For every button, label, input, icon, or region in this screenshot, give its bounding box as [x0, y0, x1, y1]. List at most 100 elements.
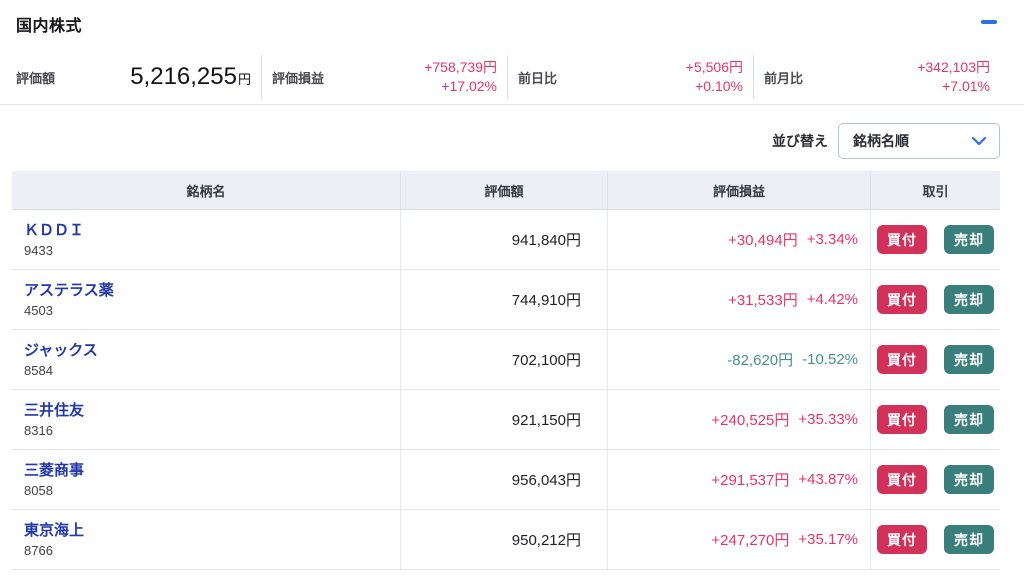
valuation-cell: 950,212円 — [400, 510, 607, 569]
total-gain-label: 評価損益 — [272, 70, 325, 86]
col-header-name: 銘柄名 — [186, 183, 226, 199]
stock-code: 4503 — [24, 302, 53, 318]
valuation-cell: 956,043円 — [400, 450, 607, 509]
gain-cell: -82,620円 -10.52% — [607, 330, 870, 389]
gain-cell: +247,270円 +35.17% — [607, 510, 870, 569]
month-change-amount: +342,103円 — [917, 59, 990, 75]
col-header-valuation: 評価額 — [400, 171, 607, 209]
buy-button[interactable]: 買付 — [877, 285, 927, 314]
gain-percent: -10.52% — [802, 351, 858, 368]
gain-percent: +35.17% — [798, 531, 858, 548]
sort-selected-option: 銘柄名順 — [853, 133, 909, 149]
stock-name-link[interactable]: 三菱商事 — [24, 461, 85, 479]
table-row: アステラス薬 4503 744,910円 +31,533円 +4.42% 買付 … — [12, 270, 1000, 330]
gain-cell: +31,533円 +4.42% — [607, 270, 870, 329]
table-row: 三菱商事 8058 956,043円 +291,537円 +43.87% 買付 … — [12, 450, 1000, 510]
total-gain-values: +758,739円 +17.02% — [424, 58, 497, 96]
sell-button[interactable]: 売却 — [944, 465, 994, 494]
stock-code: 8584 — [24, 362, 53, 378]
trade-cell: 買付 売却 — [870, 390, 1000, 449]
name-cell: ジャックス 8584 — [12, 330, 400, 389]
month-change-label: 前月比 — [764, 70, 804, 86]
sell-button[interactable]: 売却 — [944, 285, 994, 314]
summary-month-change: 前月比 +342,103円 +7.01% — [754, 55, 1000, 99]
name-cell: 三菱商事 8058 — [12, 450, 400, 509]
table-row: 三井住友 8316 921,150円 +240,525円 +35.33% 買付 … — [12, 390, 1000, 450]
stock-name-link[interactable]: ジャックス — [24, 341, 98, 359]
table-row: ジャックス 8584 702,100円 -82,620円 -10.52% 買付 … — [12, 330, 1000, 390]
summary-day-change: 前日比 +5,506円 +0.10% — [508, 55, 754, 99]
stock-code: 8316 — [24, 422, 53, 438]
trade-cell: 買付 売却 — [870, 270, 1000, 329]
collapse-section-button[interactable] — [977, 12, 1001, 32]
gain-percent: +3.34% — [806, 231, 858, 248]
sort-select[interactable]: 銘柄名順 — [838, 123, 1000, 159]
gain-percent: +4.42% — [806, 291, 858, 308]
stock-code: 9433 — [24, 242, 53, 258]
gain-amount: +247,270円 — [711, 532, 790, 549]
gain-amount: +31,533円 — [728, 292, 798, 309]
chevron-down-icon — [971, 136, 987, 146]
gain-percent: +43.87% — [798, 471, 858, 488]
day-change-percent: +0.10% — [695, 78, 743, 94]
name-cell: アステラス薬 4503 — [12, 270, 400, 329]
total-gain-percent: +17.02% — [441, 78, 497, 94]
minus-icon — [981, 20, 997, 24]
sell-button[interactable]: 売却 — [944, 345, 994, 374]
total-gain-amount: +758,739円 — [424, 59, 497, 75]
buy-button[interactable]: 買付 — [877, 345, 927, 374]
sort-row: 並び替え 銘柄名順 — [772, 122, 1000, 160]
yen-unit: 円 — [237, 72, 251, 87]
stock-name-link[interactable]: 東京海上 — [24, 521, 85, 539]
month-change-values: +342,103円 +7.01% — [917, 58, 990, 96]
table-row: 東京海上 8766 950,212円 +247,270円 +35.17% 買付 … — [12, 510, 1000, 570]
buy-button[interactable]: 買付 — [877, 225, 927, 254]
gain-amount: +240,525円 — [711, 412, 790, 429]
valuation-amount: 5,216,255円 — [130, 63, 251, 90]
month-change-percent: +7.01% — [942, 78, 990, 94]
summary-valuation: 評価額 5,216,255円 — [16, 55, 262, 99]
stock-code: 8766 — [24, 542, 53, 558]
valuation-cell: 744,910円 — [400, 270, 607, 329]
day-change-amount: +5,506円 — [685, 59, 743, 75]
trade-cell: 買付 売却 — [870, 330, 1000, 389]
sort-label: 並び替え — [772, 133, 828, 149]
holdings-table: 銘柄名 評価額 評価損益 取引 ＫＤＤＩ 9433 941,840円 +30,4… — [12, 171, 1000, 570]
col-header-trade: 取引 — [870, 171, 1000, 209]
gain-percent: +35.33% — [798, 411, 858, 428]
gain-amount: +30,494円 — [728, 232, 798, 249]
table-row: ＫＤＤＩ 9433 941,840円 +30,494円 +3.34% 買付 売却 — [12, 210, 1000, 270]
stock-name-link[interactable]: ＫＤＤＩ — [24, 221, 85, 239]
stock-code: 8058 — [24, 482, 53, 498]
portfolio-summary: 評価額 5,216,255円 評価損益 +758,739円 +17.02% 前日… — [0, 50, 1024, 105]
summary-total-gain: 評価損益 +758,739円 +17.02% — [262, 55, 508, 99]
sell-button[interactable]: 売却 — [944, 225, 994, 254]
col-header-gain: 評価損益 — [607, 171, 870, 209]
valuation-cell: 921,150円 — [400, 390, 607, 449]
trade-cell: 買付 売却 — [870, 210, 1000, 269]
trade-cell: 買付 売却 — [870, 510, 1000, 569]
day-change-values: +5,506円 +0.10% — [686, 58, 743, 96]
buy-button[interactable]: 買付 — [877, 525, 927, 554]
trade-cell: 買付 売却 — [870, 450, 1000, 509]
gain-amount: +291,537円 — [711, 472, 790, 489]
buy-button[interactable]: 買付 — [877, 465, 927, 494]
gain-cell: +291,537円 +43.87% — [607, 450, 870, 509]
name-cell: ＫＤＤＩ 9433 — [12, 210, 400, 269]
valuation-cell: 702,100円 — [400, 330, 607, 389]
valuation-cell: 941,840円 — [400, 210, 607, 269]
sell-button[interactable]: 売却 — [944, 525, 994, 554]
gain-cell: +30,494円 +3.34% — [607, 210, 870, 269]
sell-button[interactable]: 売却 — [944, 405, 994, 434]
name-cell: 三井住友 8316 — [12, 390, 400, 449]
valuation-label: 評価額 — [16, 70, 56, 86]
name-cell: 東京海上 8766 — [12, 510, 400, 569]
gain-amount: -82,620円 — [727, 352, 794, 369]
gain-cell: +240,525円 +35.33% — [607, 390, 870, 449]
buy-button[interactable]: 買付 — [877, 405, 927, 434]
table-header: 銘柄名 評価額 評価損益 取引 — [12, 171, 1000, 210]
stock-name-link[interactable]: 三井住友 — [24, 401, 85, 419]
day-change-label: 前日比 — [518, 70, 558, 86]
stock-name-link[interactable]: アステラス薬 — [24, 281, 114, 299]
